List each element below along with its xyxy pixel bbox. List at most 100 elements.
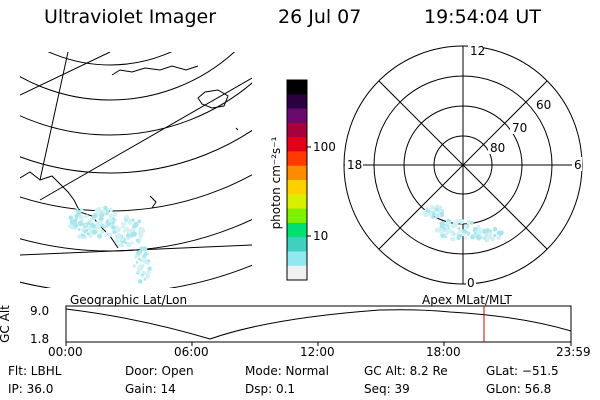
aurora-speck <box>145 274 150 279</box>
aurora-speck <box>92 224 97 229</box>
aurora-speck <box>97 235 101 239</box>
aurora-speck <box>466 219 472 225</box>
aurora-speck <box>498 230 504 236</box>
aurora-speck <box>105 231 109 235</box>
colorbar-band <box>287 208 307 224</box>
aurora-speck <box>479 236 482 239</box>
aurora-speck <box>108 218 114 223</box>
aurora-speck <box>116 227 121 233</box>
aurora-speck <box>428 212 433 217</box>
timeline-plot <box>65 305 572 346</box>
aurora-speck <box>81 236 84 239</box>
aurora-speck <box>442 226 446 231</box>
aurora-speck <box>123 223 126 227</box>
map-aurora <box>68 205 152 284</box>
aurora-speck <box>450 232 454 237</box>
colorbar-band <box>287 194 307 210</box>
aurora-speck <box>99 213 104 218</box>
glon-value: GLon: 56.8 <box>486 382 552 396</box>
aurora-speck <box>121 225 125 229</box>
aurora-speck <box>131 231 137 237</box>
time-label: 19:54:04 UT <box>424 6 541 28</box>
polar-plot <box>343 43 583 288</box>
aurora-speck <box>136 250 141 256</box>
aurora-speck <box>68 223 74 229</box>
timeline-ytick-high: 9.0 <box>30 304 50 318</box>
aurora-speck <box>126 233 130 238</box>
aurora-speck <box>91 229 97 235</box>
aurora-speck <box>141 273 145 277</box>
colorbar-band <box>287 180 307 195</box>
aurora-speck <box>124 226 130 232</box>
aurora-speck <box>104 234 108 238</box>
aurora-speck <box>116 232 122 239</box>
aurora-speck <box>83 223 87 227</box>
colorbar-band <box>287 137 307 152</box>
aurora-speck <box>445 228 451 234</box>
aurora-speck <box>141 264 145 267</box>
aurora-speck <box>68 215 73 220</box>
aurora-speck <box>78 214 84 220</box>
aurora-speck <box>429 205 435 210</box>
lat-label-60: 60 <box>536 98 552 112</box>
aurora-speck <box>85 214 89 218</box>
aurora-speck <box>120 237 124 242</box>
colorbar-frame <box>286 79 308 281</box>
aurora-speck <box>439 221 445 227</box>
timeline-xtick-0000: 00:00 <box>48 345 83 359</box>
timeline-ytick-low: 1.8 <box>30 332 50 346</box>
geographic-map <box>20 52 252 288</box>
aurora-speck <box>476 224 480 229</box>
aurora-speck <box>137 279 143 284</box>
aurora-speck <box>77 220 84 227</box>
aurora-speck <box>461 229 467 234</box>
aurora-speck <box>134 255 138 259</box>
colorbar-band <box>287 237 307 252</box>
aurora-speck <box>92 213 98 219</box>
door-value: Door: Open <box>125 364 194 378</box>
aurora-speck <box>469 221 474 225</box>
aurora-speck <box>113 226 117 229</box>
aurora-speck <box>440 233 445 239</box>
dsp-value: Dsp: 0.1 <box>245 382 296 396</box>
glat-value: GLat: −51.5 <box>486 364 559 378</box>
lat-label-80: 80 <box>490 141 506 155</box>
aurora-speck <box>137 219 142 224</box>
aurora-speck <box>121 222 124 225</box>
aurora-speck <box>138 266 143 271</box>
colorbar-band <box>287 251 307 267</box>
colorbar-band <box>287 108 307 124</box>
aurora-speck <box>475 234 480 239</box>
aurora-speck <box>113 230 117 234</box>
aurora-speck <box>459 218 465 225</box>
date-label: 26 Jul 07 <box>278 6 362 28</box>
aurora-speck <box>450 236 456 242</box>
aurora-speck <box>439 211 445 216</box>
colorbar-band <box>287 165 307 181</box>
colorbar-band <box>287 151 307 167</box>
aurora-speck <box>425 209 429 213</box>
colorbar-band <box>287 94 307 110</box>
aurora-speck <box>103 223 107 227</box>
colorbar-band <box>287 265 307 281</box>
seq-value: Seq: 39 <box>364 382 410 396</box>
aurora-speck <box>143 277 147 281</box>
aurora-speck <box>115 225 119 229</box>
aurora-speck <box>142 228 146 232</box>
aurora-speck <box>435 227 441 233</box>
polar-aurora <box>422 204 504 243</box>
aurora-speck <box>124 220 127 224</box>
aurora-speck <box>465 230 468 234</box>
aurora-speck <box>146 261 150 266</box>
aurora-speck <box>114 218 118 222</box>
mlt-label-18: 18 <box>347 158 363 172</box>
timeline-left-title: Geographic Lat/Lon <box>70 293 188 307</box>
aurora-speck <box>478 230 481 233</box>
aurora-speck <box>131 218 135 222</box>
aurora-speck <box>473 231 477 235</box>
aurora-speck <box>135 238 140 243</box>
timeline-ylabel: GC Alt <box>0 305 12 343</box>
aurora-speck <box>458 229 462 233</box>
aurora-speck <box>106 209 110 213</box>
aurora-speck <box>456 231 460 235</box>
